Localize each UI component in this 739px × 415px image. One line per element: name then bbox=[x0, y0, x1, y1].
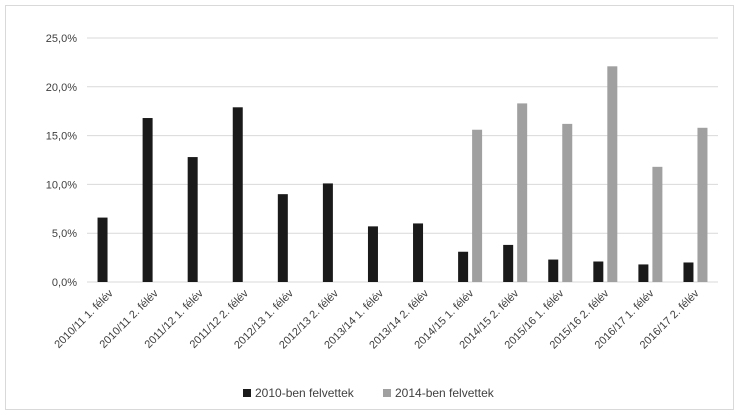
legend-swatch bbox=[383, 389, 391, 397]
y-tick-label: 0,0% bbox=[52, 277, 77, 289]
bar bbox=[187, 157, 198, 282]
y-tick-label: 15,0% bbox=[46, 131, 77, 143]
bar bbox=[548, 259, 559, 282]
legend-label: 2014-ben felvettek bbox=[395, 386, 495, 400]
bar bbox=[142, 118, 153, 282]
bar bbox=[697, 127, 708, 283]
bar bbox=[232, 107, 243, 283]
y-tick-label: 25,0% bbox=[46, 33, 77, 45]
bar bbox=[97, 217, 108, 282]
bar bbox=[413, 223, 424, 282]
bar bbox=[458, 251, 469, 282]
y-tick-label: 5,0% bbox=[52, 228, 77, 240]
legend-swatch bbox=[243, 389, 251, 397]
bar bbox=[322, 183, 333, 282]
bar bbox=[562, 123, 573, 282]
legend-label: 2010-ben felvettek bbox=[255, 386, 355, 400]
bar bbox=[638, 264, 649, 282]
bar bbox=[593, 261, 604, 282]
bar bbox=[683, 262, 694, 282]
y-tick-label: 10,0% bbox=[46, 179, 77, 191]
y-tick-label: 20,0% bbox=[46, 82, 77, 94]
bar bbox=[277, 194, 288, 282]
bar bbox=[652, 166, 663, 282]
bar bbox=[607, 66, 618, 282]
bar bbox=[472, 129, 483, 282]
bar bbox=[367, 226, 378, 282]
bar bbox=[503, 244, 514, 282]
bar bbox=[517, 103, 528, 282]
